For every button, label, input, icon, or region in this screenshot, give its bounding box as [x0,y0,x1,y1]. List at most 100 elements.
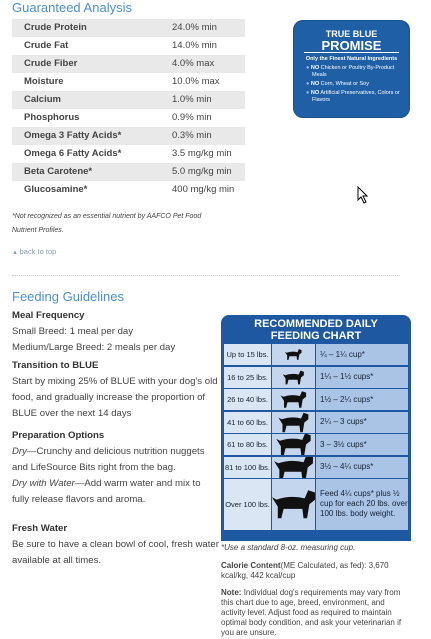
dog-cell [272,411,315,433]
analysis-row: Omega 3 Fatty Acids* 0.3% min [12,127,245,145]
calorie-label: Calorie Content [221,561,281,570]
nutrient: Crude Protein [24,22,87,33]
amount: 4.0% max [172,58,215,69]
amount: 3.5 mg/kg min [172,148,232,159]
amount: 1.0% min [172,94,212,105]
item-label: Dry [12,446,27,457]
amount: 1¼ – 1½ cups* [316,366,408,388]
analysis-row: Moisture 10.0% max [12,73,245,91]
promise-title: PROMISE [304,39,399,53]
guideline-item: Dry—Crunchy and delicious nutrition nugg… [12,444,220,476]
promise-badge: TRUE BLUE PROMISE Only the Finest Natura… [293,20,410,118]
nutrient: Crude Fiber [24,58,78,69]
weight: 16 to 25 lbs. [224,366,271,388]
chart-row: 61 to 80 lbs. 3 – 3½ cups* [224,433,408,456]
amount: 5.0 mg/kg min [172,166,232,177]
dog-cell [272,344,315,365]
promise-text: Artificial Preservatives, Colors or Flav… [312,90,400,103]
dog-icon [280,391,307,408]
amount: 1½ – 2¼ cups* [316,389,408,410]
promise-subtitle: Only the Finest Natural Ingredients [305,56,398,62]
amount: ¼ – 1¼ cup* [316,344,408,365]
dog-icon [271,490,316,519]
guideline-heading: Fresh Water [12,523,68,534]
item-text: —Add warm water and mix to fully release… [12,478,201,505]
chart-row: 41 to 60 lbs. 2¼ – 3 cups* [224,411,408,433]
guideline: Fresh Water Be sure to have a clean bowl … [12,521,220,569]
guideline-text: Small Breed: 1 meal per day [12,326,134,337]
amount: 10.0% max [172,76,220,87]
chart-row: 81 to 100 lbs. 3½ – 4¼ cups* [224,454,408,480]
promise-no: NO [310,81,320,87]
nutrient: Omega 6 Fatty Acids* [24,148,122,159]
analysis-row: Crude Fiber 4.0% max [12,55,245,73]
calorie-text: (ME Calculated, as fed): 3,670 kcal/kg, … [221,561,389,580]
promise-item: ● NO Chicken or Poultry By-Product Meals [306,65,395,78]
dog-cell [271,479,316,530]
weight: 81 to 100 lbs. [224,456,271,478]
chart-title-line: FEEDING CHART [270,330,362,342]
guideline-heading: Preparation Options [12,430,105,441]
analysis-row: Crude Protein 24.0% min [12,19,245,37]
amount: 400 mg/kg min [172,184,235,195]
section-title: Guaranteed Analysis [12,0,132,15]
guideline: Transition to BLUE Start by mixing 25% of… [12,358,220,422]
guideline-text: Be sure to have a clean bowl of cool, fr… [12,539,219,566]
dog-cell [272,389,315,410]
dog-cell [272,454,315,480]
nutrient: Omega 3 Fatty Acids* [24,130,122,141]
weight: 26 to 40 lbs. [224,389,271,410]
back-to-top-text[interactable]: back to top [19,247,57,256]
promise-list: ● NO Chicken or Poultry By-Product Meals… [306,65,401,104]
note-text: Individual dog's requirements may vary f… [221,588,402,637]
amount: 0.3% min [172,130,212,141]
amount: Feed 4¼ cups* plus ½ cup for each 20 lbs… [316,479,408,530]
amount: 0.9% min [172,112,212,123]
chart-title-line: RECOMMENDED DAILY [254,318,378,330]
chart-row: Over 100 lbs. Feed 4¼ cups* plus ½ cup fo… [224,479,408,530]
guideline-text: Start by mixing 25% of BLUE with your do… [12,376,218,419]
weight: Over 100 lbs. [224,479,271,530]
promise-no: NO [310,65,320,71]
chart-row: Up to 15 lbs. ¼ – 1¼ cup* [224,344,408,365]
guideline: Meal Frequency Small Breed: 1 meal per da… [12,308,220,356]
section-title: Feeding Guidelines [12,289,125,304]
dog-icon [274,454,313,480]
promise-item: ● NO Corn, Wheat or Soy [306,81,369,87]
back-to-top[interactable]: ▲ back to top [12,247,57,256]
weight: 41 to 60 lbs. [224,411,271,433]
nutrient: Phosphorus [24,112,80,123]
item-text: —Crunchy and delicious nutrition nuggets… [12,446,205,473]
guideline-heading: Transition to BLUE [12,360,99,371]
amount: 14.0% min [172,40,217,51]
promise-title: TRUE BLUE [325,29,378,39]
footnote: *Not recognized as an essential nutrient… [12,213,202,234]
dog-icon [284,349,302,360]
promise-text: Corn, Wheat or Soy [320,81,369,87]
analysis-row: Crude Fat 14.0% min [12,37,245,55]
guideline-heading: Meal Frequency [12,310,85,321]
promise-item: ● NO Artificial Preservatives, Colors or… [306,90,400,103]
feeding-chart: RECOMMENDED DAILY FEEDING CHART Up to 15… [221,315,411,541]
dog-icon [278,412,309,432]
dog-icon [282,370,304,384]
weight: 61 to 80 lbs. [224,434,271,455]
chart-title: RECOMMENDED DAILY FEEDING CHART [221,318,411,342]
nutrient: Moisture [24,76,64,87]
divider [12,275,400,276]
cursor [357,186,369,204]
promise-text: Chicken or Poultry By-Product Meals [312,65,395,78]
analysis-row: Omega 6 Fatty Acids* 3.5 mg/kg min [12,145,245,163]
nutrient: Crude Fat [24,40,69,51]
chart-footnote: *Use a standard 8-oz. measuring cup. [221,543,356,552]
chart-row: 26 to 40 lbs. 1½ – 2¼ cups* [224,389,408,410]
guideline-text: Medium/Large Breed: 2 meals per day [12,342,176,353]
amount: 2¼ – 3 cups* [316,411,408,433]
amount: 24.0% min [172,22,217,33]
amount: 3 – 3½ cups* [316,434,408,455]
note: Note: Individual dog's requirements may … [221,588,411,638]
analysis-row: Phosphorus 0.9% min [12,109,245,127]
guideline-item: Dry with Water—Add warm water and mix to… [12,476,220,508]
analysis-row: Glucosamine* 400 mg/kg min [12,181,245,199]
